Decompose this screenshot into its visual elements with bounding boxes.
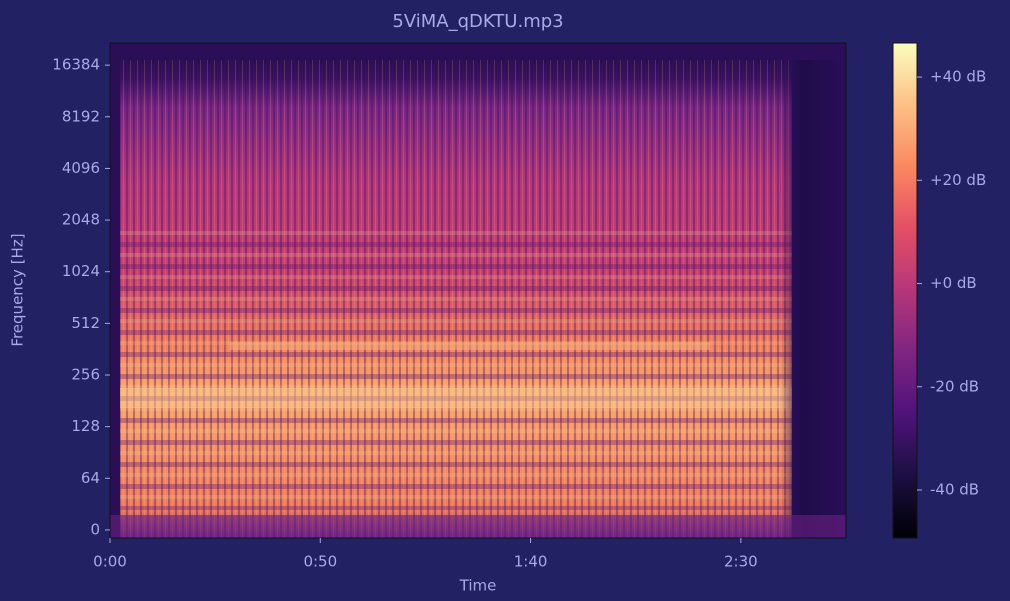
y-tick-label: 0 (90, 520, 100, 538)
colorbar-tick-label: -40 dB (930, 480, 979, 498)
colorbar-tick-label: +0 dB (930, 274, 977, 292)
x-tick-label: 0:50 (303, 553, 337, 571)
y-tick-label: 2048 (62, 211, 100, 229)
colorbar-tick-label: -20 dB (930, 377, 979, 395)
y-axis-label: Frequency [Hz] (9, 233, 27, 346)
colorbar-tick-label: +40 dB (930, 68, 986, 86)
y-tick-label: 1024 (62, 262, 100, 280)
y-tick-label: 64 (81, 469, 100, 487)
chart-title: 5ViMA_qDKTU.mp3 (392, 11, 563, 32)
y-tick-label: 128 (71, 417, 100, 435)
x-tick-label: 2:30 (724, 553, 758, 571)
y-tick-label: 4096 (62, 159, 100, 177)
y-tick-label: 8192 (62, 107, 100, 125)
spectrogram-image (110, 43, 846, 538)
plot-frame (109, 42, 847, 539)
colorbar (892, 42, 918, 539)
y-tick-label: 16384 (52, 56, 100, 74)
x-tick-label: 0:00 (93, 553, 127, 571)
x-axis-label: Time (459, 577, 497, 595)
x-tick-label: 1:40 (514, 553, 548, 571)
y-tick-label: 512 (71, 314, 100, 332)
y-tick-label: 256 (71, 365, 100, 383)
colorbar-tick-label: +20 dB (930, 171, 986, 189)
